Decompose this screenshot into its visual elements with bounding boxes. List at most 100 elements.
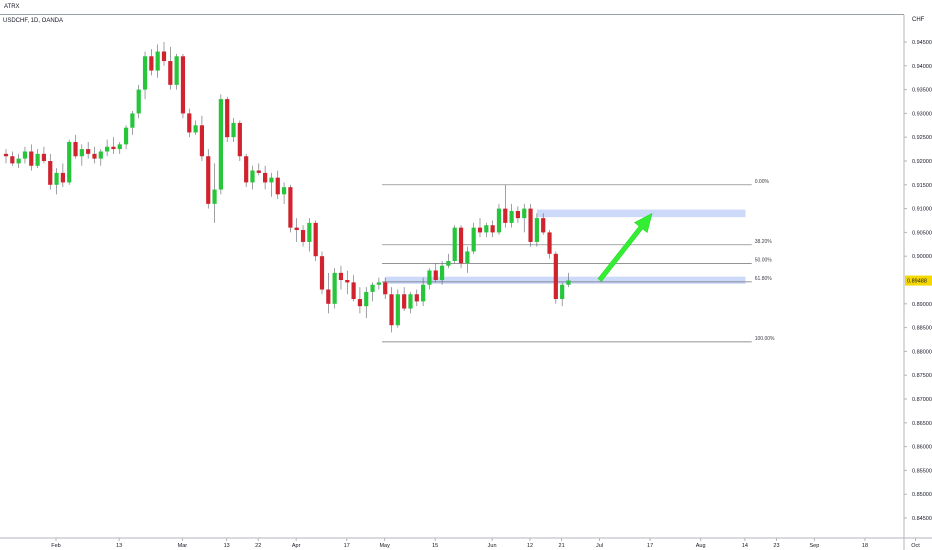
candle-up xyxy=(142,56,148,90)
time-axis[interactable]: Feb 13 Mar 13 22 Apr 17 May 15 Jun 12 21 Jul 17 Aug 14 2… xyxy=(51,538,920,549)
candle-up xyxy=(281,187,287,195)
support-zone[interactable] xyxy=(385,276,746,284)
candle-down xyxy=(92,153,97,159)
candle-up xyxy=(250,170,255,183)
candle-up xyxy=(471,227,476,252)
candle-down xyxy=(553,253,558,300)
candle-down xyxy=(490,225,495,233)
candle-down xyxy=(244,156,249,183)
time-tick-label: 17 xyxy=(647,543,653,549)
candle-up xyxy=(395,294,400,326)
time-tick-label: 13 xyxy=(116,543,122,549)
price-tick-label: 0.87500 xyxy=(912,373,932,379)
price-tick-label: 0.89000 xyxy=(912,302,932,308)
candle-up xyxy=(370,284,375,292)
current-price-label: 0.89488 xyxy=(907,279,927,285)
price-tick-label: 0.91000 xyxy=(912,207,932,213)
candle-down xyxy=(29,151,34,166)
price-tick-label: 0.90000 xyxy=(912,254,932,260)
price-tick-label: 0.94000 xyxy=(912,64,932,70)
time-tick-label: 14 xyxy=(742,543,748,549)
candle-up xyxy=(54,172,59,185)
currency-label: CHF xyxy=(912,17,925,23)
candle-up xyxy=(98,151,103,159)
candle-up xyxy=(376,282,381,285)
candle-down xyxy=(86,149,91,154)
candle-down xyxy=(149,56,154,71)
price-tick-label: 0.86500 xyxy=(912,421,932,427)
price-tick-label: 0.92500 xyxy=(912,135,932,141)
candle-up xyxy=(452,227,457,261)
candle-down xyxy=(48,161,53,185)
fib-retracement[interactable]: 0.00% 38.20% 50.00% 61.80% 100.00% xyxy=(382,179,775,343)
price-tick-label: 0.85500 xyxy=(912,468,932,474)
candle-up xyxy=(22,151,28,159)
candle-up xyxy=(193,125,198,133)
time-tick-label: 18 xyxy=(862,543,868,549)
time-tick-label: 22 xyxy=(255,543,261,549)
time-tick-label: 12 xyxy=(527,543,533,549)
price-tick-label: 0.93000 xyxy=(912,111,932,117)
candle-up xyxy=(439,265,445,280)
time-tick-label: May xyxy=(379,543,390,549)
resistance-zone[interactable] xyxy=(536,209,746,218)
symbol-title[interactable]: USDCHF, 1D, OANDA xyxy=(3,18,64,24)
candle-down xyxy=(338,272,344,280)
candle-down xyxy=(326,289,331,304)
candle-up xyxy=(408,294,413,309)
candle-down xyxy=(433,270,438,280)
candle-up xyxy=(364,291,369,307)
candle-up xyxy=(67,141,72,183)
candle-down xyxy=(41,153,47,161)
candle-up xyxy=(231,122,236,138)
candle-up xyxy=(155,51,160,71)
candle-up xyxy=(35,153,40,166)
candle-down xyxy=(237,122,242,157)
indicator-label: ATRX xyxy=(4,4,20,10)
candle-up xyxy=(446,260,451,266)
price-tick-label: 0.86000 xyxy=(912,445,932,451)
candles-layer xyxy=(3,42,571,333)
time-tick-label: Jul xyxy=(596,543,603,549)
price-tick-label: 0.87000 xyxy=(912,397,932,403)
candle-up xyxy=(123,127,129,145)
candle-up xyxy=(522,208,527,219)
candle-down xyxy=(402,294,407,309)
candle-down xyxy=(73,141,78,157)
candle-down xyxy=(515,210,521,219)
fib-level-label: 61.80% xyxy=(755,276,773,282)
candle-up xyxy=(496,208,502,233)
candle-up xyxy=(534,218,539,242)
time-tick-label: Feb xyxy=(51,543,60,549)
price-tick-label: 0.93500 xyxy=(912,88,932,94)
candle-down xyxy=(294,227,299,231)
current-price-tag[interactable] xyxy=(905,275,932,286)
candle-up xyxy=(427,270,432,285)
time-tick-label: Aug xyxy=(696,543,706,549)
candle-down xyxy=(389,294,394,326)
candle-down xyxy=(300,230,306,242)
candle-down xyxy=(541,218,546,233)
projection-arrow[interactable] xyxy=(597,212,653,282)
candle-down xyxy=(256,170,261,173)
candle-down xyxy=(180,56,186,114)
candle-down xyxy=(225,99,230,138)
time-tick-label: 23 xyxy=(773,543,779,549)
time-tick-label: Apr xyxy=(292,543,301,549)
fib-level-label: 50.00% xyxy=(755,257,773,263)
candle-up xyxy=(484,225,489,233)
time-tick-label: Jun xyxy=(488,543,497,549)
candle-down xyxy=(528,208,533,242)
candle-up xyxy=(212,189,217,204)
price-tick-label: 0.88500 xyxy=(912,326,932,332)
candle-down xyxy=(10,156,15,164)
time-tick-label: Mar xyxy=(178,543,188,549)
candle-down xyxy=(187,113,192,133)
price-axis[interactable]: CHF 0.94500 0.94000 0.93500 0.93000 0.92500 0… xyxy=(904,17,932,522)
candle-up xyxy=(218,99,223,190)
price-tick-label: 0.92000 xyxy=(912,159,932,165)
candle-up xyxy=(117,144,122,150)
candle-up xyxy=(269,177,274,183)
time-tick-label: Oct xyxy=(911,543,920,549)
